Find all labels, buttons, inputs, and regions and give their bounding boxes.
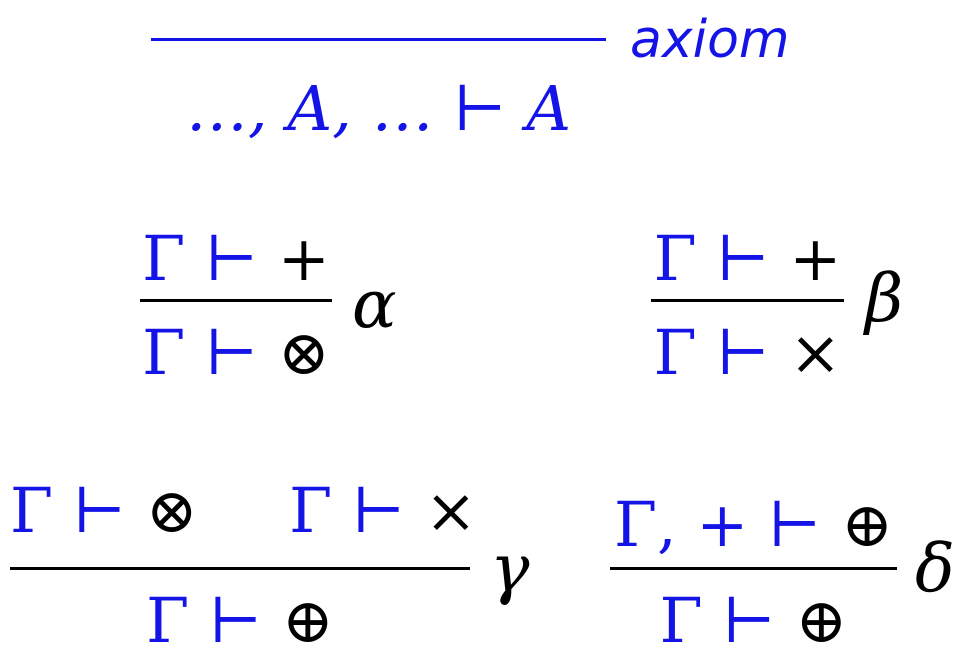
- gamma-label: γ: [490, 530, 530, 607]
- alpha-conclusion-context: Γ ⊢: [142, 316, 259, 389]
- beta-conclusion-context: Γ ⊢: [653, 316, 770, 389]
- alpha-inference-line: [140, 299, 332, 302]
- delta-inference-line: [610, 567, 897, 570]
- axiom-inference-line: [151, 38, 606, 41]
- delta-premise-context: Γ, + ⊢: [613, 488, 822, 561]
- alpha-premise: Γ ⊢ +: [140, 228, 332, 290]
- beta-label: β: [865, 260, 904, 337]
- axiom-label: axiom: [630, 10, 790, 70]
- delta-conclusion-goal: ⊕: [795, 584, 848, 657]
- gamma-premise-left-context: Γ ⊢: [10, 474, 127, 547]
- alpha-premise-context: Γ ⊢: [142, 222, 259, 295]
- beta-inference-line: [651, 299, 844, 302]
- alpha-label: α: [352, 266, 397, 343]
- gamma-premise-right: Γ ⊢ ×: [269, 474, 477, 547]
- gamma-premises: Γ ⊢ ⊗ Γ ⊢ ×: [10, 480, 477, 542]
- axiom-conclusion-sequent: …, A, … ⊢ A: [185, 72, 572, 145]
- gamma-conclusion: Γ ⊢ ⊕: [10, 590, 470, 652]
- alpha-premise-goal: +: [277, 222, 330, 295]
- gamma-conclusion-context: Γ ⊢: [146, 584, 263, 657]
- delta-label: δ: [915, 530, 955, 607]
- delta-premise-goal: ⊕: [841, 488, 894, 561]
- alpha-conclusion: Γ ⊢ ⊗: [140, 322, 332, 384]
- gamma-premise-left: Γ ⊢ ⊗: [10, 474, 217, 547]
- delta-premise: Γ, + ⊢ ⊕: [610, 494, 897, 556]
- delta-conclusion-context: Γ ⊢: [659, 584, 776, 657]
- gamma-premise-right-goal: ×: [424, 474, 477, 547]
- beta-premise-goal: +: [789, 222, 842, 295]
- gamma-conclusion-goal: ⊕: [281, 584, 334, 657]
- beta-premise: Γ ⊢ +: [651, 228, 844, 290]
- beta-conclusion: Γ ⊢ ×: [651, 322, 844, 384]
- gamma-inference-line: [10, 567, 470, 570]
- gamma-premise-left-goal: ⊗: [145, 474, 198, 547]
- beta-conclusion-goal: ×: [789, 316, 842, 389]
- alpha-conclusion-goal: ⊗: [277, 316, 330, 389]
- beta-premise-context: Γ ⊢: [653, 222, 770, 295]
- axiom-conclusion: …, A, … ⊢ A: [151, 78, 606, 140]
- gamma-premise-right-context: Γ ⊢: [289, 474, 406, 547]
- delta-conclusion: Γ ⊢ ⊕: [610, 590, 897, 652]
